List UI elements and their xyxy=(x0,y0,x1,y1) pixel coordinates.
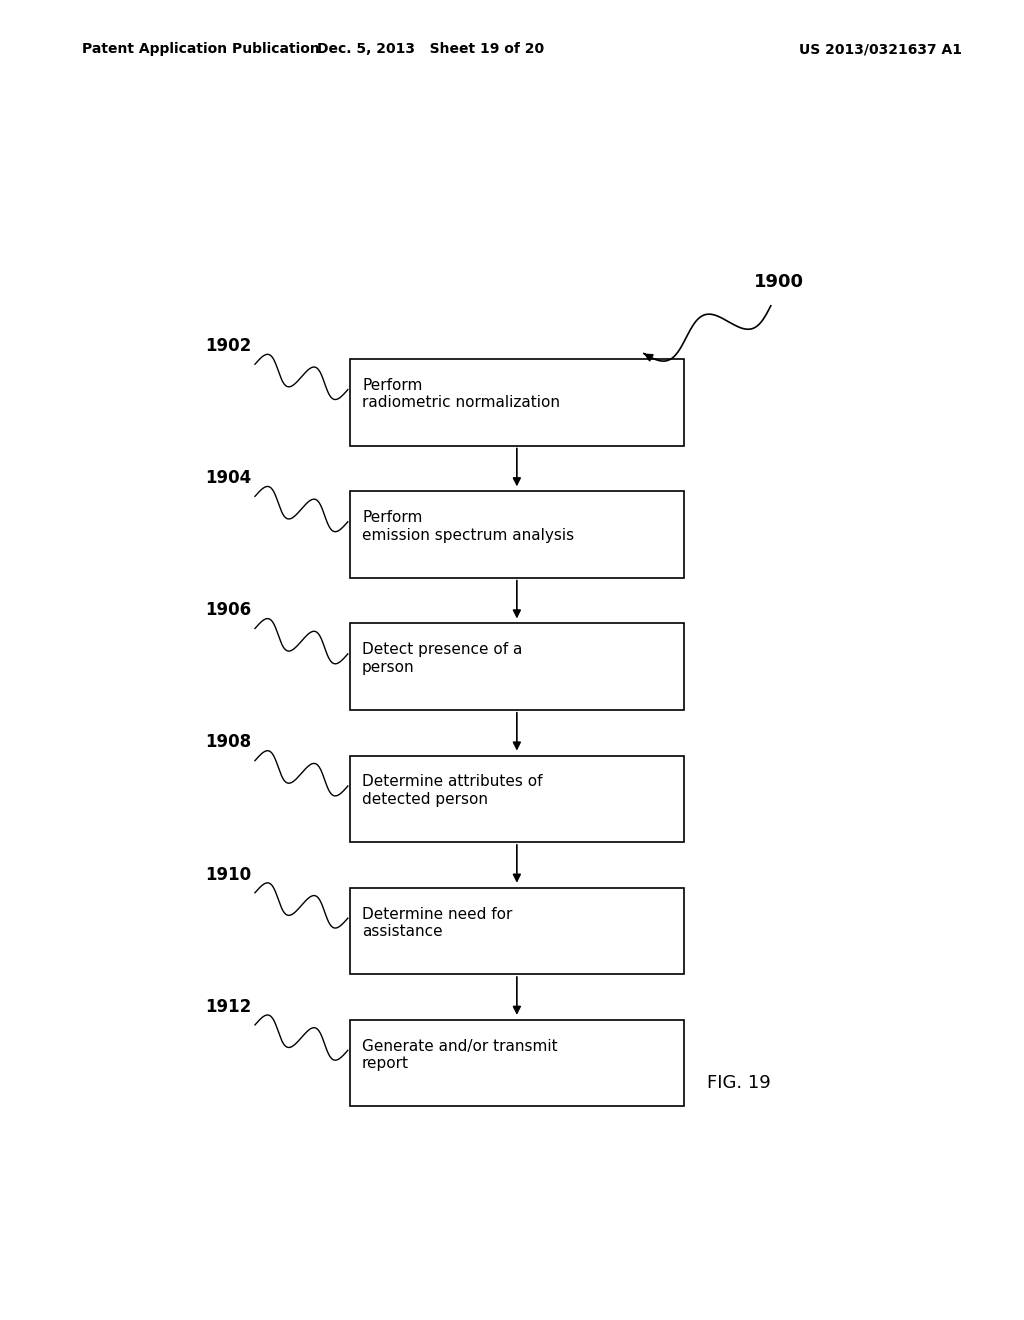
Text: FIG. 19: FIG. 19 xyxy=(708,1074,771,1093)
Text: US 2013/0321637 A1: US 2013/0321637 A1 xyxy=(799,42,962,57)
Text: Perform
emission spectrum analysis: Perform emission spectrum analysis xyxy=(362,510,574,543)
Text: 1904: 1904 xyxy=(205,469,251,487)
Text: Patent Application Publication: Patent Application Publication xyxy=(82,42,319,57)
Bar xyxy=(350,887,684,974)
Bar xyxy=(350,623,684,710)
Text: 1910: 1910 xyxy=(205,866,251,883)
Text: 1908: 1908 xyxy=(205,734,251,751)
Text: 1912: 1912 xyxy=(205,998,251,1015)
Bar xyxy=(350,755,684,842)
Text: Generate and/or transmit
report: Generate and/or transmit report xyxy=(362,1039,558,1071)
Text: Detect presence of a
person: Detect presence of a person xyxy=(362,643,522,675)
Bar xyxy=(350,1020,684,1106)
Text: Dec. 5, 2013   Sheet 19 of 20: Dec. 5, 2013 Sheet 19 of 20 xyxy=(316,42,544,57)
Text: Perform
radiometric normalization: Perform radiometric normalization xyxy=(362,378,560,411)
Bar xyxy=(350,359,684,446)
Text: 1906: 1906 xyxy=(205,602,251,619)
Text: 1902: 1902 xyxy=(205,337,251,355)
Text: Determine need for
assistance: Determine need for assistance xyxy=(362,907,512,939)
Text: Determine attributes of
detected person: Determine attributes of detected person xyxy=(362,775,543,807)
Text: 1900: 1900 xyxy=(754,272,804,290)
Bar xyxy=(350,491,684,578)
